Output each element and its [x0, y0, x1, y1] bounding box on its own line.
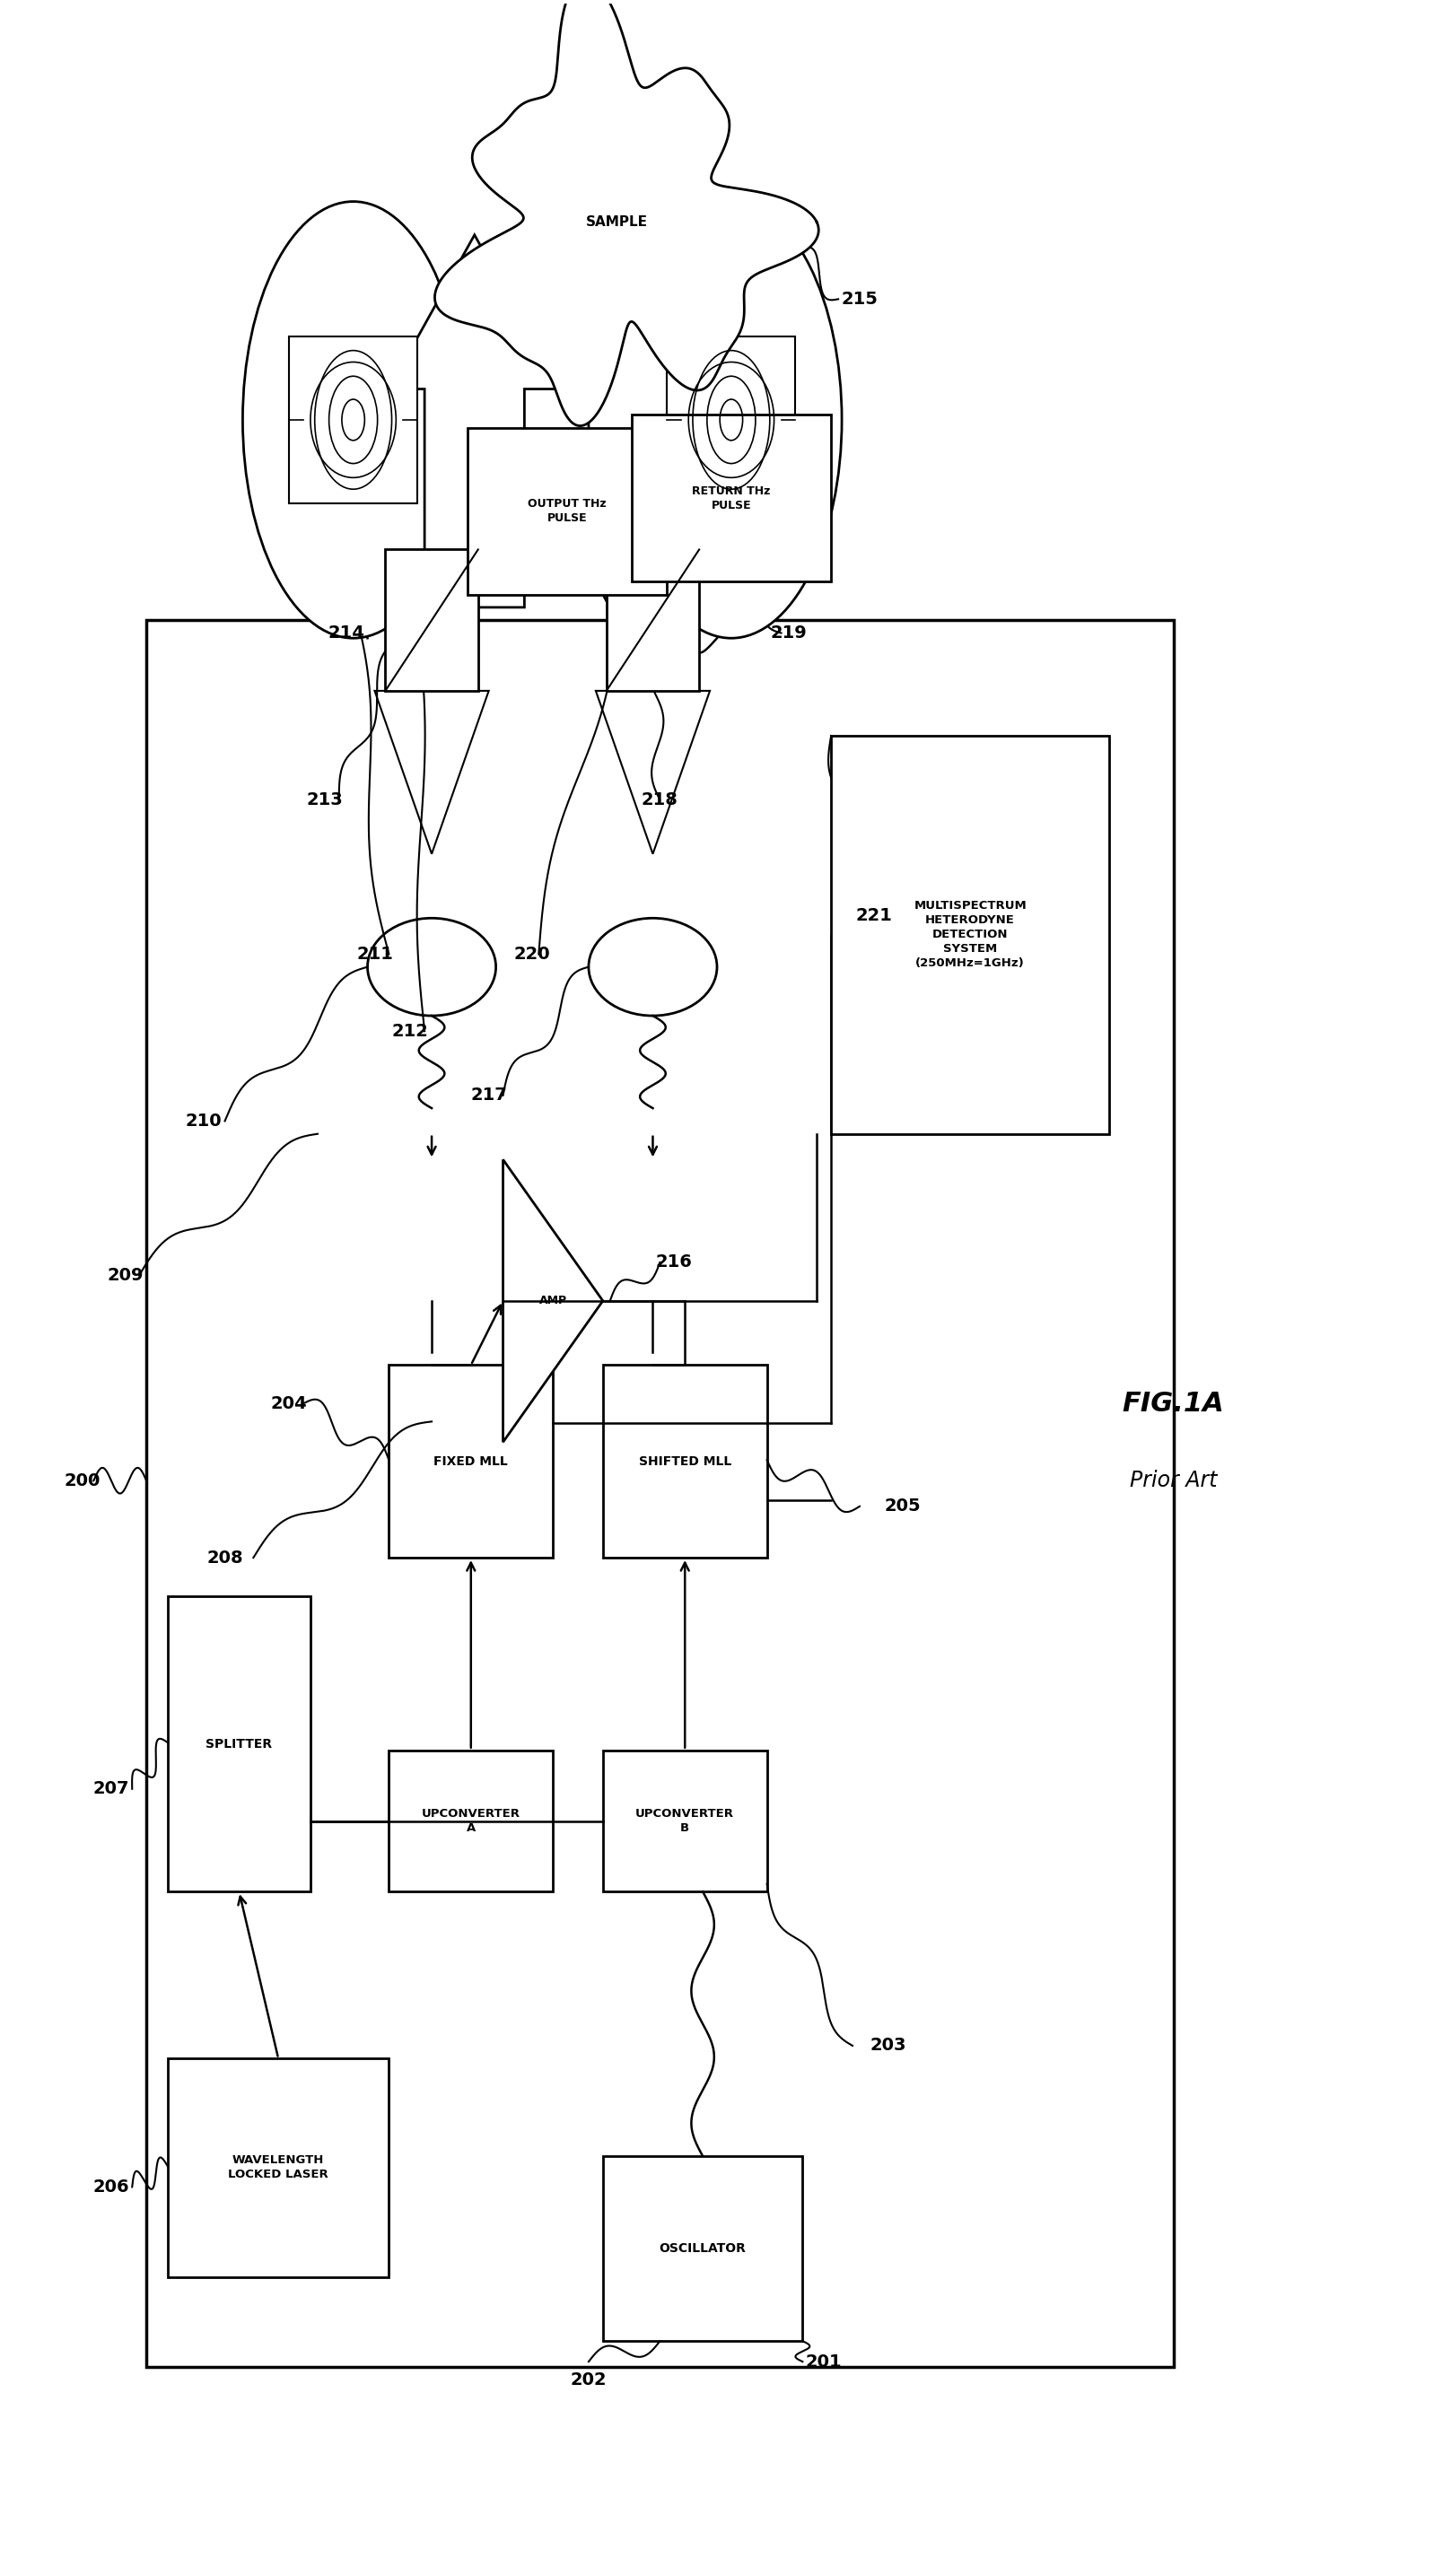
Text: 218: 218: [641, 791, 678, 809]
Text: UPCONVERTER
B: UPCONVERTER B: [635, 1808, 734, 1834]
Bar: [607, 549, 700, 690]
Text: FIXED MLL: FIXED MLL: [435, 1455, 508, 1468]
Bar: [631, 415, 832, 582]
Text: 208: 208: [206, 1548, 244, 1566]
Text: MULTISPECTRUM
HETERODYNE
DETECTION
SYSTEM
(250MHz=1GHz): MULTISPECTRUM HETERODYNE DETECTION SYSTE…: [913, 899, 1027, 969]
Bar: [168, 2058, 389, 2277]
Text: 205: 205: [885, 1497, 921, 1515]
Polygon shape: [595, 690, 710, 853]
Text: Prior Art: Prior Art: [1130, 1471, 1217, 1492]
Bar: [667, 337, 796, 502]
Text: 214: 214: [328, 623, 364, 641]
Bar: [168, 1597, 310, 1891]
Text: SPLITTER: SPLITTER: [206, 1739, 272, 1749]
Bar: [389, 1749, 554, 1891]
Text: 204: 204: [271, 1396, 307, 1412]
Ellipse shape: [621, 201, 842, 639]
Text: FIG.1A: FIG.1A: [1123, 1391, 1225, 1417]
Text: WAVELENGTH
LOCKED LASER: WAVELENGTH LOCKED LASER: [228, 2154, 328, 2182]
Polygon shape: [554, 286, 724, 659]
Text: 203: 203: [870, 2038, 906, 2053]
Bar: [146, 621, 1173, 2367]
Text: 219: 219: [770, 623, 806, 641]
Text: 206: 206: [93, 2179, 129, 2195]
Text: RETURN THz
PULSE: RETURN THz PULSE: [693, 484, 770, 510]
Text: OUTPUT THz
PULSE: OUTPUT THz PULSE: [528, 497, 607, 523]
Polygon shape: [435, 0, 819, 425]
Text: 200: 200: [65, 1471, 100, 1489]
Bar: [290, 337, 417, 502]
Text: 212: 212: [391, 1023, 429, 1041]
Text: 220: 220: [513, 945, 549, 963]
Text: UPCONVERTER
A: UPCONVERTER A: [422, 1808, 521, 1834]
Text: 201: 201: [806, 2352, 842, 2370]
Text: SHIFTED MLL: SHIFTED MLL: [638, 1455, 731, 1468]
Text: 216: 216: [655, 1255, 693, 1270]
Bar: [389, 1365, 554, 1558]
Text: AMP: AMP: [539, 1296, 566, 1306]
Ellipse shape: [367, 917, 496, 1015]
Text: SAMPLE: SAMPLE: [587, 216, 648, 229]
Bar: [467, 428, 667, 595]
Polygon shape: [389, 234, 561, 608]
Text: 211: 211: [356, 945, 393, 963]
Ellipse shape: [588, 917, 717, 1015]
Polygon shape: [374, 690, 489, 853]
Bar: [386, 549, 478, 690]
Text: OSCILLATOR: OSCILLATOR: [660, 2241, 746, 2254]
Text: 210: 210: [185, 1113, 222, 1128]
Bar: [602, 2156, 803, 2342]
Polygon shape: [503, 1159, 602, 1443]
Text: 207: 207: [93, 1780, 129, 1798]
Ellipse shape: [242, 201, 463, 639]
Text: 202: 202: [571, 2370, 607, 2388]
Text: 215: 215: [842, 291, 878, 307]
Text: 209: 209: [106, 1267, 143, 1283]
Bar: [832, 737, 1110, 1133]
Text: 217: 217: [470, 1087, 508, 1105]
Bar: [602, 1749, 767, 1891]
Text: 213: 213: [307, 791, 343, 809]
Text: 221: 221: [856, 907, 892, 925]
Bar: [602, 1365, 767, 1558]
